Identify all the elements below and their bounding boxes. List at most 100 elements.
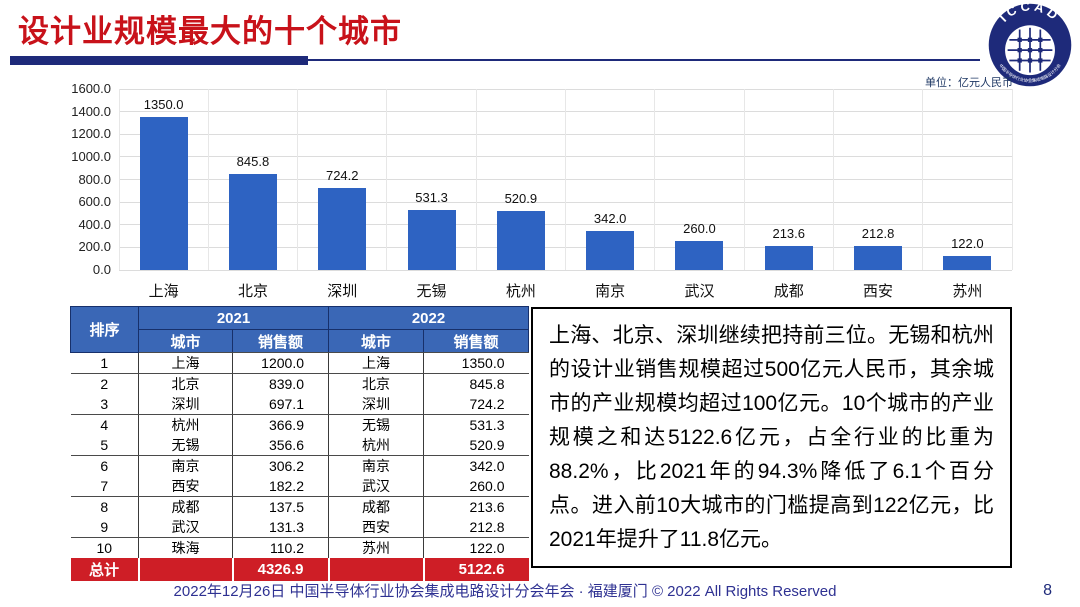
table-cell-rank: 7 <box>70 476 139 497</box>
category-label: 南京 <box>595 283 626 300</box>
bar <box>675 240 724 270</box>
table-cell-city: 武汉 <box>328 476 424 497</box>
y-tick-label: 0.0 <box>92 262 111 277</box>
table-cell-sales: 137.5 <box>232 496 329 517</box>
table-cell-sales: 260.0 <box>423 476 529 497</box>
table-cell-city: 无锡 <box>328 414 424 435</box>
page-title: 设计业规模最大的十个城市 <box>18 14 402 49</box>
table-cell-rank: 3 <box>70 394 139 415</box>
bar <box>586 231 635 270</box>
table-header-city-2021: 城市 <box>138 329 233 353</box>
bar-value-label: 122.0 <box>951 236 984 252</box>
gridline <box>119 269 1012 271</box>
table-cell-city: 武汉 <box>138 517 233 538</box>
table-cell-rank: 8 <box>100 499 109 515</box>
table-cell-rank: 4 <box>100 417 109 433</box>
bar <box>943 256 992 270</box>
table-cell-sales: 122.0 <box>423 537 529 558</box>
table-row: 6 南京 306.2 南京 342.0 <box>71 455 529 476</box>
title-underline-thin <box>308 59 980 61</box>
table-cell-sales: 839.0 <box>232 373 329 394</box>
chart-y-axis: 0.0 200.0 400.0 600.0 800.0 1000.0 1200.0 1400.… <box>65 81 115 298</box>
table-cell-city: 北京 <box>328 373 424 394</box>
table-cell-rank: 10 <box>96 540 113 556</box>
bar-value-label: 845.8 <box>236 154 270 170</box>
y-tick-label: 1600.0 <box>71 81 111 96</box>
table-cell-city: 杭州 <box>328 435 424 456</box>
table-header-row-1: 排序 2021 2022 <box>70 306 529 353</box>
table-cell-city: 南京 <box>328 455 424 476</box>
table-cell-sales: 212.8 <box>423 517 529 538</box>
gridline-vertical <box>832 89 834 270</box>
y-tick-label: 1200.0 <box>71 126 111 142</box>
bar <box>854 245 903 270</box>
total-empty-cell <box>327 558 424 581</box>
table-cell-city: 南京 <box>138 455 233 476</box>
table-row: 8 成都 137.5 成都 213.6 <box>71 496 529 517</box>
footer-text: 2022年12月26日 中国半导体行业协会集成电路设计分会年会 · 福建厦门 ©… <box>173 583 837 600</box>
category-label: 成都 <box>773 283 804 300</box>
table-header-sales-2022: 销售额 <box>423 329 529 353</box>
table-cell-city: 杭州 <box>138 414 233 435</box>
gridline-vertical <box>565 89 566 270</box>
gridline-vertical <box>118 89 120 270</box>
table-cell-sales: 366.9 <box>232 414 329 435</box>
gridline-vertical <box>386 89 388 270</box>
total-sales-2021: 4326.9 <box>231 558 329 581</box>
table-cell-sales: 697.1 <box>232 394 329 415</box>
bar-value-label: 1350.0 <box>143 97 184 113</box>
gridline-vertical <box>922 89 924 270</box>
category-label: 北京 <box>237 283 268 300</box>
table-cell-city: 深圳 <box>138 394 233 415</box>
total-sales-2022: 5122.6 <box>422 558 529 581</box>
category-label: 武汉 <box>684 283 715 300</box>
table-cell-rank: 2 <box>100 376 109 392</box>
table-header-2021: 2021 <box>138 306 329 330</box>
gridline-vertical <box>743 89 745 270</box>
category-label: 苏州 <box>952 283 983 300</box>
table-cell-sales: 356.6 <box>232 435 329 456</box>
bar-value-label: 724.2 <box>325 168 359 184</box>
category-label: 无锡 <box>416 283 447 300</box>
bar-value-label: 260.0 <box>683 220 716 236</box>
table-row: 4 杭州 366.9 无锡 531.3 <box>71 414 529 435</box>
table-cell-sales: 110.2 <box>232 537 329 558</box>
table-row: 7 西安 182.2 武汉 260.0 <box>70 476 529 497</box>
bar-value-label: 342.0 <box>593 211 627 227</box>
iccad-logo-icon: ICCAD 中国半导体行业协会集成电路设计分会 <box>988 0 1072 87</box>
table-cell-rank: 5 <box>70 435 139 456</box>
table-cell-city: 无锡 <box>138 435 233 456</box>
table-cell-rank: 9 <box>70 517 139 538</box>
table-cell-sales: 213.6 <box>423 496 529 517</box>
bar-value-label: 213.6 <box>772 225 806 241</box>
table-cell-city: 西安 <box>328 517 424 538</box>
table-cell-city: 上海 <box>138 352 233 374</box>
table-cell-sales: 131.3 <box>232 517 329 538</box>
analysis-text-box: 上海、北京、深圳继续把持前三位。无锡和杭州的设计业销售规模超过500亿元人民币，… <box>531 307 1012 568</box>
table-cell-city: 深圳 <box>328 394 424 415</box>
category-label: 西安 <box>863 283 894 300</box>
table-row: 9 武汉 131.3 西安 212.8 <box>70 517 529 538</box>
table-cell-city: 西安 <box>138 476 233 497</box>
gridline-vertical <box>654 89 656 270</box>
y-tick-label: 1400.0 <box>71 103 111 119</box>
table-cell-city: 苏州 <box>328 537 424 558</box>
table-cell-sales: 724.2 <box>423 394 529 415</box>
table-cell-city: 成都 <box>328 496 424 517</box>
table-total-row: 总计 4326.9 5122.6 <box>70 558 529 581</box>
total-empty-cell <box>137 558 233 581</box>
gridline-vertical <box>297 89 299 270</box>
table-cell-sales: 342.0 <box>423 455 529 476</box>
table-cell-sales: 182.2 <box>232 476 329 497</box>
bar-value-label: 520.9 <box>504 191 538 207</box>
table-header-2022: 2022 <box>328 306 529 330</box>
chart-plot: 1350.0 845.8 724.2 531.3 520.9 342.0 260.0 213.… <box>118 88 1013 271</box>
table-cell-sales: 306.2 <box>232 455 329 476</box>
table-header-rank: 排序 <box>70 306 139 353</box>
y-tick-label: 400.0 <box>78 216 111 232</box>
bar-value-label: 531.3 <box>415 189 448 205</box>
table-cell-sales: 520.9 <box>423 435 529 456</box>
table-cell-rank: 1 <box>70 352 139 374</box>
y-tick-label: 200.0 <box>78 239 111 255</box>
